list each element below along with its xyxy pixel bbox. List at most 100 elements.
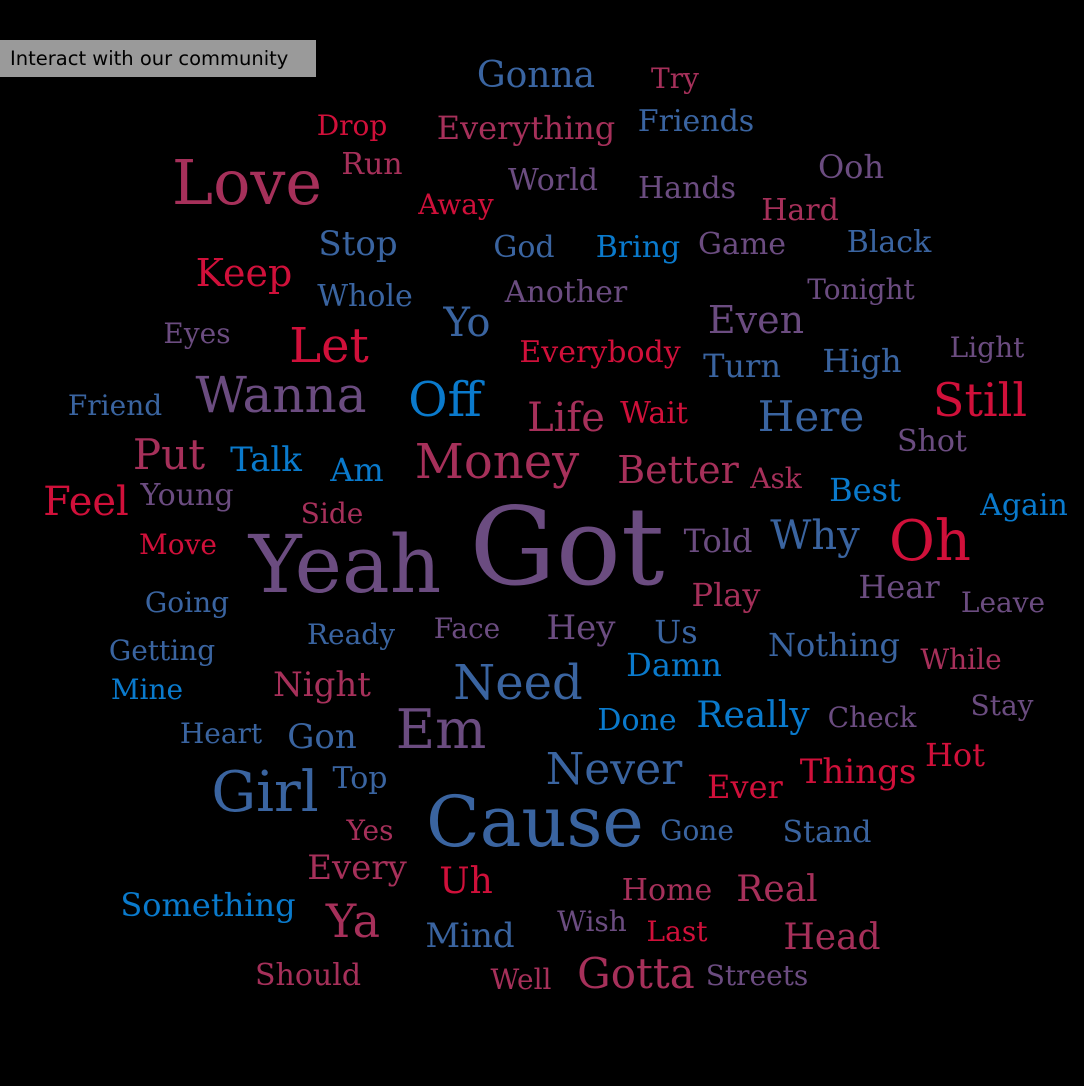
word-play: Play bbox=[691, 576, 761, 614]
word-game: Game bbox=[697, 227, 787, 262]
word-keep: Keep bbox=[195, 251, 293, 295]
interact-community-button[interactable]: Interact with our community bbox=[0, 40, 316, 77]
word-uh: Uh bbox=[439, 861, 493, 902]
word-hey: Hey bbox=[546, 608, 616, 648]
word-never: Never bbox=[545, 744, 683, 795]
word-gotta: Gotta bbox=[577, 949, 695, 998]
word-better: Better bbox=[617, 448, 739, 492]
word-getting: Getting bbox=[108, 634, 216, 667]
word-girl: Girl bbox=[211, 760, 319, 825]
word-even: Even bbox=[707, 298, 805, 342]
word-here: Here bbox=[757, 392, 865, 441]
word-mine: Mine bbox=[110, 673, 184, 706]
word-wish: Wish bbox=[557, 905, 627, 938]
word-done: Done bbox=[597, 703, 677, 738]
word-ask: Ask bbox=[750, 462, 802, 495]
word-nothing: Nothing bbox=[767, 626, 901, 664]
word-oh: Oh bbox=[889, 509, 971, 574]
word-face: Face bbox=[433, 612, 501, 645]
word-gone: Gone bbox=[660, 814, 734, 847]
word-love: Love bbox=[171, 146, 323, 219]
word-why: Why bbox=[770, 513, 860, 559]
word-young: Young bbox=[140, 478, 234, 513]
word-everything: Everything bbox=[436, 109, 616, 147]
word-stop: Stop bbox=[318, 224, 398, 264]
word-gonna: Gonna bbox=[476, 55, 596, 96]
word-yes: Yes bbox=[346, 814, 394, 847]
word-night: Night bbox=[273, 665, 371, 705]
word-god: God bbox=[493, 230, 555, 265]
word-mind: Mind bbox=[425, 916, 515, 956]
word-home: Home bbox=[621, 873, 713, 908]
word-ever: Ever bbox=[707, 768, 783, 806]
word-let: Let bbox=[289, 318, 369, 374]
word-wanna: Wanna bbox=[195, 366, 367, 424]
word-going: Going bbox=[144, 586, 230, 619]
word-high: High bbox=[822, 342, 902, 380]
word-things: Things bbox=[799, 752, 917, 792]
word-put: Put bbox=[132, 430, 206, 479]
word-turn: Turn bbox=[703, 347, 781, 385]
word-real: Real bbox=[736, 869, 818, 910]
word-wait: Wait bbox=[620, 396, 688, 431]
word-world: World bbox=[508, 163, 598, 198]
word-another: Another bbox=[504, 275, 628, 310]
word-tonight: Tonight bbox=[807, 273, 915, 306]
word-ooh: Ooh bbox=[817, 148, 885, 186]
word-whole: Whole bbox=[317, 279, 413, 314]
word-friend: Friend bbox=[67, 389, 163, 422]
word-us: Us bbox=[654, 613, 698, 651]
word-head: Head bbox=[783, 917, 881, 958]
word-heart: Heart bbox=[179, 717, 263, 750]
word-leave: Leave bbox=[960, 586, 1046, 619]
word-damn: Damn bbox=[626, 646, 722, 684]
word-bring: Bring bbox=[595, 230, 681, 265]
word-told: Told bbox=[683, 522, 753, 560]
word-stay: Stay bbox=[970, 689, 1034, 722]
word-eyes: Eyes bbox=[163, 317, 231, 350]
word-shot: Shot bbox=[897, 424, 967, 459]
word-hands: Hands bbox=[638, 171, 736, 206]
word-feel: Feel bbox=[43, 479, 129, 525]
word-friends: Friends bbox=[637, 104, 755, 139]
word-talk: Talk bbox=[230, 440, 302, 480]
word-move: Move bbox=[139, 528, 217, 561]
word-last: Last bbox=[646, 915, 708, 948]
word-run: Run bbox=[341, 147, 403, 182]
word-light: Light bbox=[949, 331, 1025, 364]
word-top: Top bbox=[332, 761, 388, 796]
word-black: Black bbox=[846, 225, 932, 260]
word-side: Side bbox=[300, 497, 364, 530]
word-drop: Drop bbox=[316, 109, 388, 142]
word-best: Best bbox=[829, 471, 901, 509]
word-got: Got bbox=[469, 485, 665, 610]
word-stand: Stand bbox=[782, 815, 872, 850]
word-gon: Gon bbox=[287, 717, 357, 757]
word-life: Life bbox=[527, 395, 605, 441]
word-well: Well bbox=[490, 963, 552, 996]
word-hard: Hard bbox=[761, 193, 839, 228]
word-check: Check bbox=[827, 701, 917, 734]
word-ready: Ready bbox=[306, 618, 396, 651]
word-everybody: Everybody bbox=[519, 335, 681, 370]
word-streets: Streets bbox=[705, 959, 809, 992]
word-try: Try bbox=[651, 62, 699, 95]
word-ya: Ya bbox=[325, 894, 381, 948]
word-should: Should bbox=[254, 958, 362, 993]
word-yo: Yo bbox=[443, 300, 491, 346]
word-something: Something bbox=[120, 886, 296, 924]
word-every: Every bbox=[307, 848, 407, 888]
word-money: Money bbox=[414, 434, 580, 490]
word-em: Em bbox=[395, 698, 487, 761]
word-really: Really bbox=[696, 695, 810, 736]
word-still: Still bbox=[932, 373, 1028, 427]
word-while: While bbox=[920, 643, 1002, 676]
word-hear: Hear bbox=[858, 568, 940, 606]
word-am: Am bbox=[330, 451, 384, 489]
word-need: Need bbox=[453, 655, 583, 711]
word-cause: Cause bbox=[426, 781, 644, 863]
word-again: Again bbox=[980, 488, 1068, 523]
word-off: Off bbox=[408, 372, 482, 428]
word-away: Away bbox=[418, 188, 494, 221]
